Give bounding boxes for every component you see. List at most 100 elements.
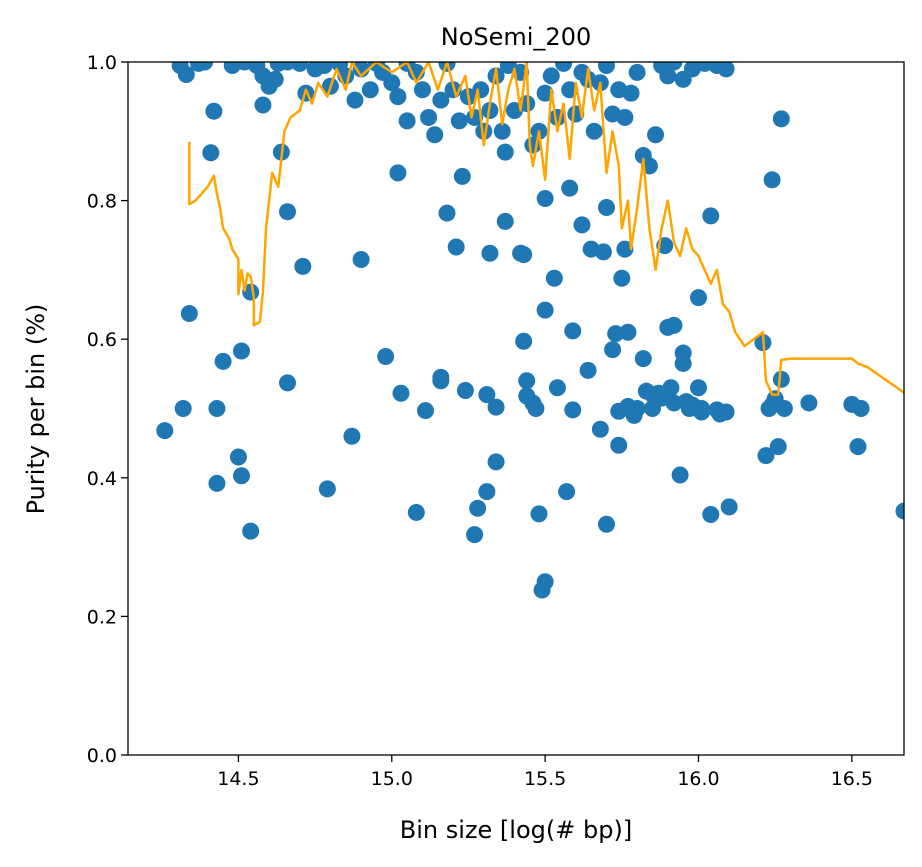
scatter-series (156, 62, 904, 599)
scatter-point (254, 96, 272, 114)
x-tick-label: 14.5 (217, 768, 259, 790)
scatter-point (469, 499, 487, 517)
scatter-point (392, 384, 410, 402)
scatter-point (564, 322, 582, 340)
scatter-point (665, 316, 683, 334)
scatter-point (438, 62, 456, 72)
scatter-point (597, 199, 615, 217)
scatter-point (579, 361, 597, 379)
scatter-point (659, 67, 677, 85)
scatter-point (426, 126, 444, 144)
scatter-point (852, 400, 870, 417)
scatter-point (361, 81, 379, 99)
scatter-point (702, 506, 720, 524)
plot-frame (127, 61, 905, 756)
y-axis: 0.0 0.2 0.4 0.6 0.8 1.0 (87, 52, 128, 767)
y-tick-label: 1.0 (87, 52, 117, 74)
scatter-point (242, 283, 260, 301)
scatter-point (447, 238, 465, 256)
scatter-point (515, 332, 533, 350)
scatter-point (214, 352, 232, 370)
scatter-point (318, 480, 336, 498)
scatter-point (232, 342, 250, 360)
scatter-point (294, 257, 312, 275)
scatter-point (622, 84, 640, 102)
scatter-point (536, 573, 554, 591)
scatter-point (607, 325, 625, 343)
scatter-point (591, 420, 609, 438)
scatter-point (757, 447, 775, 465)
series-layer (156, 62, 904, 599)
scatter-point (472, 81, 490, 99)
scatter-point (453, 167, 471, 185)
scatter-point (619, 323, 637, 341)
scatter-point (515, 246, 533, 264)
scatter-point (555, 62, 573, 72)
scatter-point (196, 62, 214, 71)
scatter-point (475, 122, 493, 140)
scatter-point (702, 207, 720, 225)
y-tick-label: 0.6 (87, 329, 117, 351)
scatter-point (456, 381, 474, 399)
scatter-point (604, 341, 622, 359)
scatter-point (343, 427, 361, 445)
scatter-point (377, 348, 395, 366)
scatter-point (720, 498, 738, 516)
scatter-point (548, 379, 566, 397)
scatter-point (177, 65, 195, 83)
scatter-point (481, 244, 499, 262)
scatter-point (530, 505, 548, 523)
scatter-point (597, 515, 615, 533)
scatter-point (413, 81, 431, 99)
scatter-point (671, 466, 689, 484)
y-tick-label: 0.2 (87, 606, 117, 628)
scatter-point (597, 62, 615, 74)
scatter-point (769, 438, 787, 456)
scatter-point (610, 436, 628, 454)
chart-title: NoSemi_200 (441, 23, 592, 51)
scatter-point (438, 204, 456, 222)
scatter-point (717, 403, 735, 421)
scatter-point (496, 143, 514, 161)
scatter-point (693, 403, 711, 421)
scatter-point (616, 108, 634, 126)
scatter-point (665, 62, 683, 71)
scatter-point (542, 67, 560, 85)
scatter-point (278, 374, 296, 392)
scatter-point (417, 402, 435, 420)
scatter-point (487, 453, 505, 471)
scatter-point (558, 483, 576, 501)
x-axis: 14.5 15.0 15.5 16.0 16.5 (217, 755, 873, 790)
scatter-point (527, 400, 545, 417)
scatter-point (849, 438, 867, 456)
x-tick-label: 16.0 (677, 768, 719, 790)
scatter-point (561, 179, 579, 197)
scatter-point (466, 526, 484, 544)
x-tick-label: 15.5 (524, 768, 566, 790)
scatter-point (291, 62, 309, 72)
x-tick-label: 15.0 (371, 768, 413, 790)
scatter-point (717, 62, 735, 78)
scatter-point (616, 240, 634, 258)
scatter-point (800, 394, 818, 412)
x-tick-label: 16.5 (831, 768, 873, 790)
scatter-point (352, 251, 370, 269)
scatter-point (205, 102, 223, 120)
scatter-point (493, 122, 511, 140)
scatter-point (564, 401, 582, 419)
scatter-point (223, 62, 241, 74)
scatter-point (478, 483, 496, 501)
scatter-point (536, 190, 554, 208)
scatter-point (628, 63, 646, 81)
scatter-point (389, 88, 407, 106)
plot-area (156, 62, 904, 599)
scatter-point (420, 108, 438, 126)
scatter-point (536, 84, 554, 102)
scatter-point (478, 386, 496, 404)
scatter-point (689, 379, 707, 397)
trend-line (188, 62, 904, 396)
scatter-point (573, 216, 591, 234)
scatter-point (346, 91, 364, 109)
